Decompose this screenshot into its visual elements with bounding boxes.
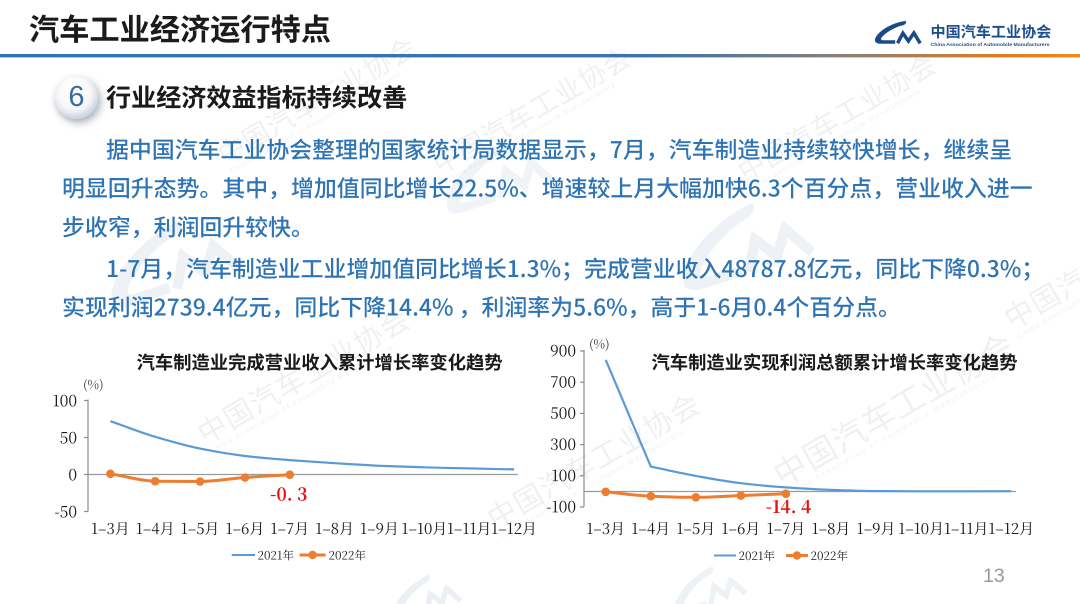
- svg-text:13: 13: [983, 565, 1005, 587]
- svg-text:China Association of Automobil: China Association of Automobile Manufact…: [931, 42, 1050, 48]
- svg-text:China Association of Automobil: China Association of Automobile Manufact…: [786, 371, 997, 498]
